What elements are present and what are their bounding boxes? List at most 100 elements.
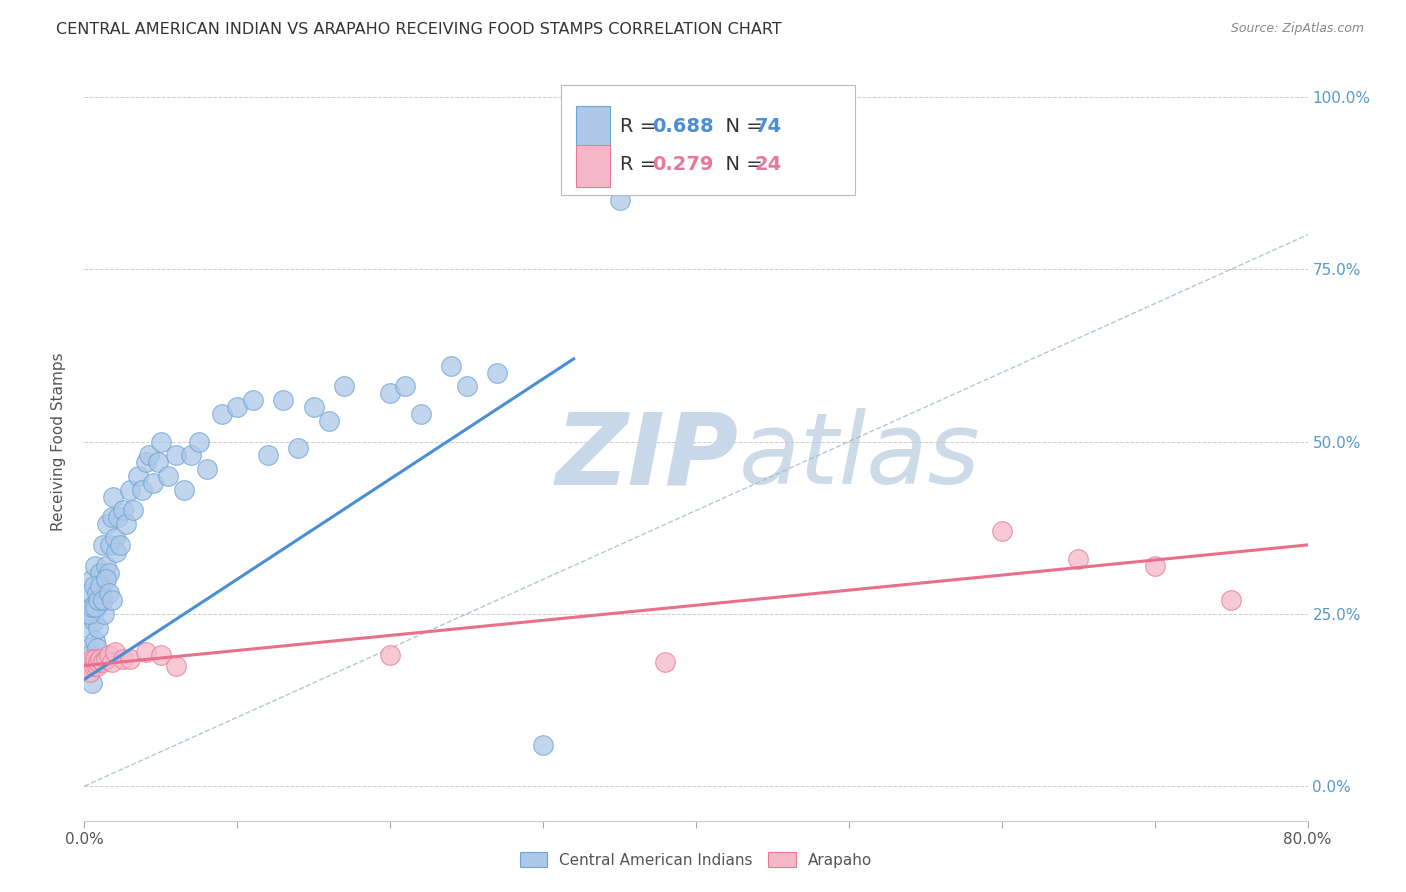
Point [173,483,195,497]
Point [257,448,280,462]
Point [271,393,294,408]
Text: Source: ZipAtlas.com: Source: ZipAtlas.com [1230,22,1364,36]
Text: atlas: atlas [738,409,980,505]
Point [120,483,142,497]
Point [86,599,108,614]
Legend: Central American Indians, Arapaho: Central American Indians, Arapaho [513,846,879,873]
Point [302,400,325,414]
Point [97,566,120,580]
Point [105,545,128,559]
Text: R =: R = [620,117,662,136]
Point [456,379,478,393]
Point [91,538,114,552]
Point [111,651,134,665]
Point [107,510,129,524]
Point [114,517,136,532]
Point [138,448,160,462]
Point [127,469,149,483]
Point [149,648,172,663]
Point [84,651,107,665]
Point [149,434,172,449]
Text: 24: 24 [755,155,782,174]
Point [80,599,103,614]
Point [531,738,554,752]
Point [87,655,110,669]
Point [83,658,105,673]
Y-axis label: Receiving Food Stamps: Receiving Food Stamps [51,352,66,531]
Point [1220,593,1243,607]
Point [409,407,432,421]
Point [104,645,127,659]
Text: N =: N = [713,155,769,174]
FancyBboxPatch shape [576,106,610,148]
Point [111,503,134,517]
Point [79,665,101,680]
Point [440,359,463,373]
Point [84,634,107,648]
Point [94,573,117,587]
Point [79,586,101,600]
Point [77,641,100,656]
Point [97,648,120,663]
Point [394,379,416,393]
Point [131,483,153,497]
Point [77,658,100,673]
Point [80,675,103,690]
Point [101,655,124,669]
Point [79,648,101,663]
Text: 0.688: 0.688 [652,117,714,136]
Point [165,448,187,462]
Point [83,579,105,593]
Point [101,593,124,607]
Point [180,448,202,462]
Point [226,400,249,414]
Point [101,510,124,524]
Point [89,651,111,665]
Point [135,455,157,469]
Point [165,658,187,673]
Point [83,614,105,628]
Point [486,366,509,380]
Point [93,607,115,621]
Point [188,434,211,449]
Point [94,651,117,665]
Point [242,393,264,408]
Point [104,531,127,545]
Point [211,407,233,421]
Point [89,579,111,593]
Text: 0.279: 0.279 [652,155,713,174]
Text: R =: R = [620,155,662,174]
Text: ZIP: ZIP [555,409,738,505]
Point [87,621,110,635]
Text: CENTRAL AMERICAN INDIAN VS ARAPAHO RECEIVING FOOD STAMPS CORRELATION CHART: CENTRAL AMERICAN INDIAN VS ARAPAHO RECEI… [56,22,782,37]
Point [157,469,180,483]
Point [380,648,402,663]
Point [80,651,103,665]
Point [135,645,157,659]
Point [86,641,108,656]
Point [380,386,402,401]
Point [97,586,120,600]
Point [89,566,111,580]
Point [96,517,118,532]
FancyBboxPatch shape [576,145,610,186]
Point [108,538,131,552]
Point [1067,551,1090,566]
Point [146,455,169,469]
Point [318,414,340,428]
Point [91,593,114,607]
Point [87,593,110,607]
Text: 74: 74 [755,117,782,136]
Point [79,599,101,614]
Point [86,586,108,600]
Point [84,558,107,573]
Point [1143,558,1166,573]
Point [86,658,108,673]
Point [77,607,100,621]
Point [333,379,356,393]
Point [84,599,107,614]
Point [94,558,117,573]
Point [195,462,218,476]
Text: N =: N = [713,117,769,136]
Point [90,586,112,600]
